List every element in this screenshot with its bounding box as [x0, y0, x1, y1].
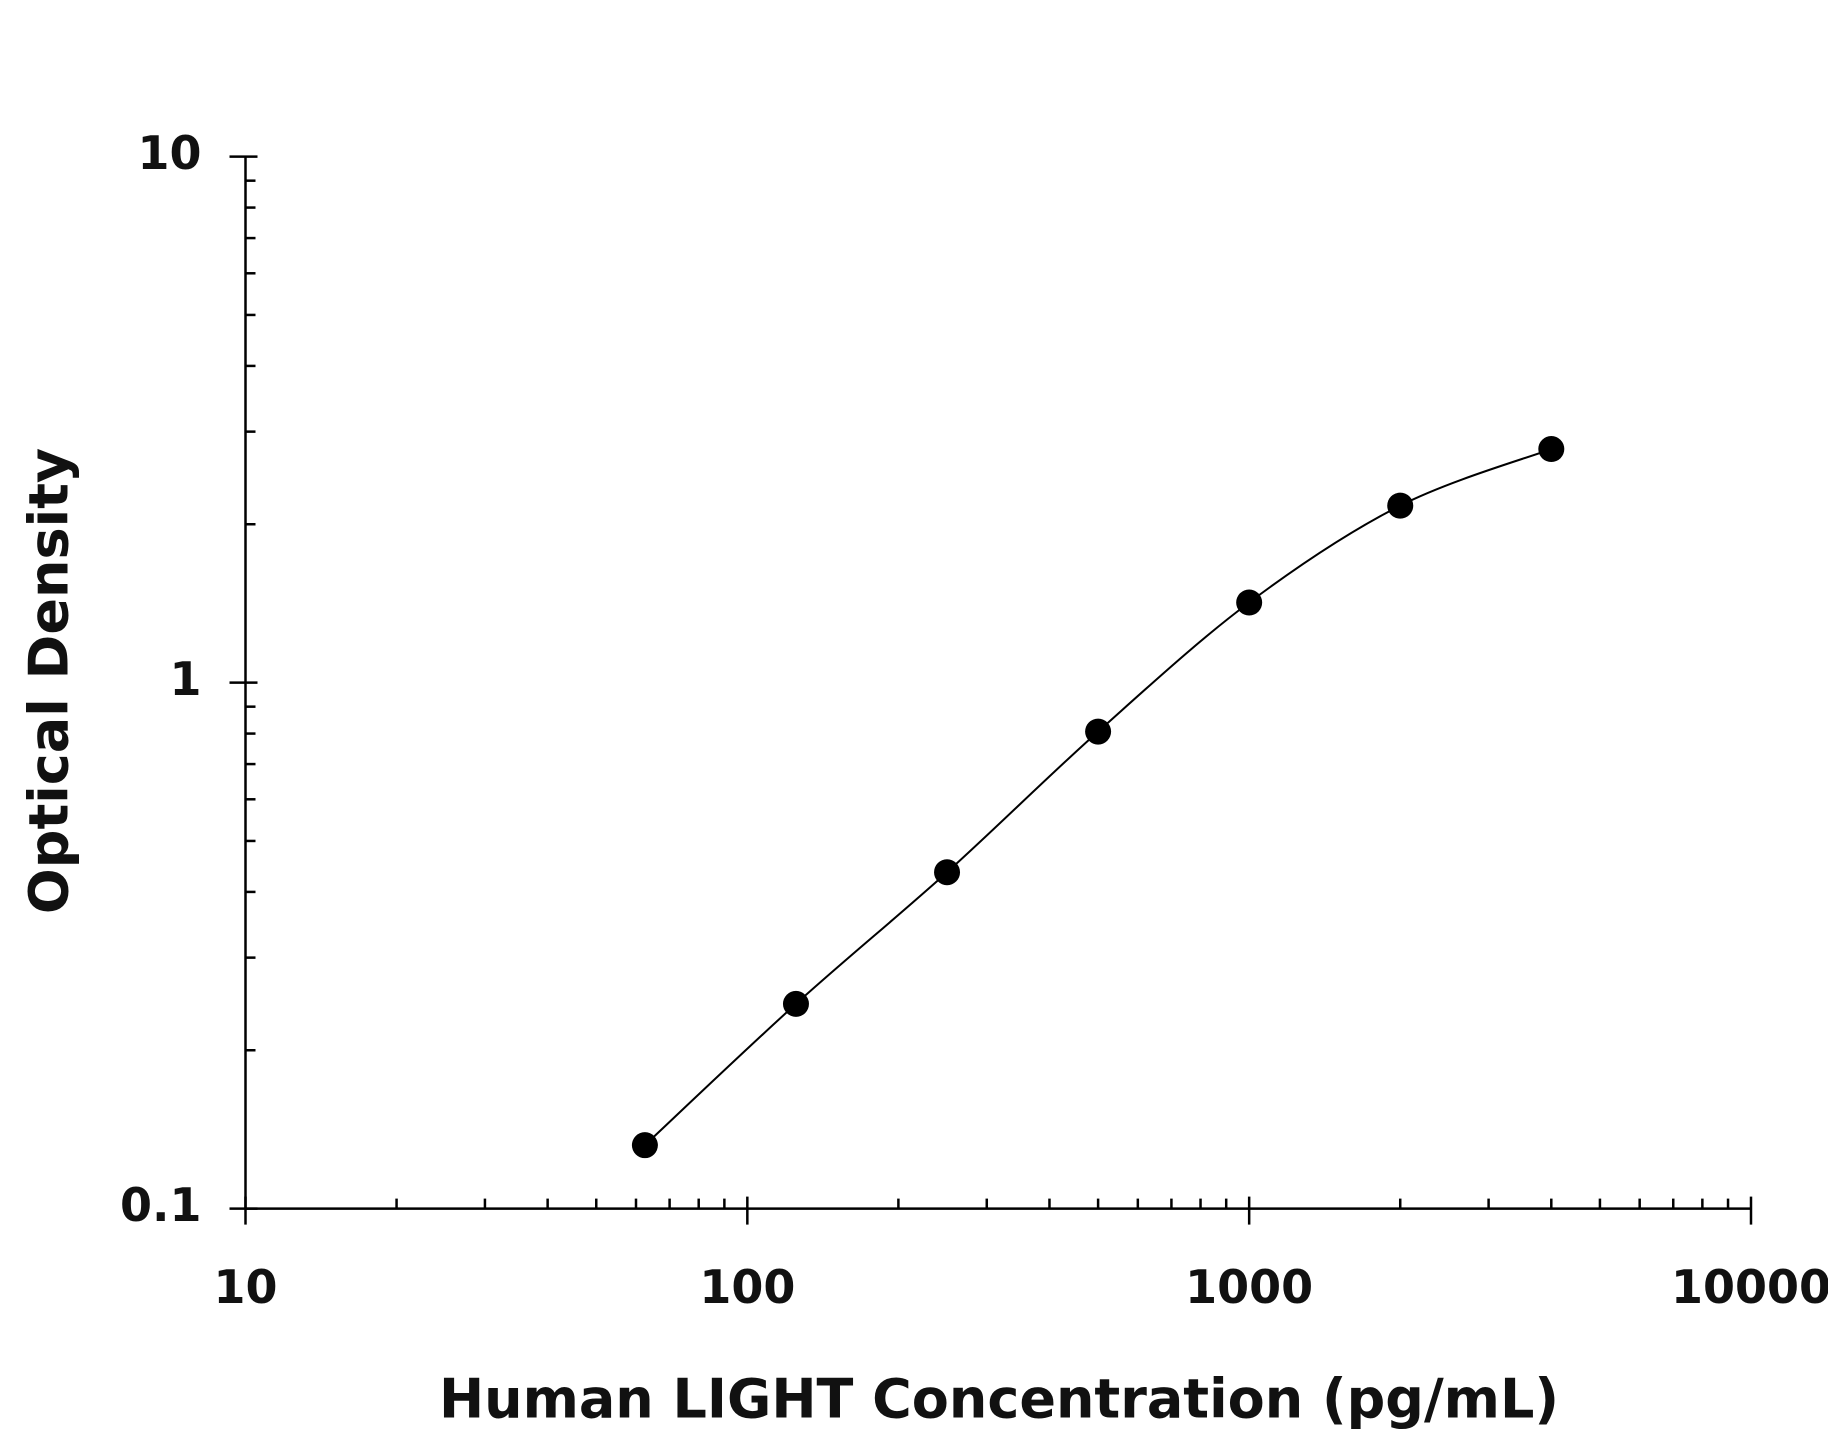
x-tick-label: 10	[213, 1260, 277, 1314]
x-tick-label: 100	[699, 1260, 795, 1314]
data-point	[1387, 492, 1414, 519]
x-tick-label: 1000	[1185, 1260, 1313, 1314]
y-axis-title: Optical Density	[18, 448, 81, 914]
x-axis-title: Human LIGHT Concentration (pg/mL)	[439, 1368, 1559, 1431]
data-point	[1085, 718, 1112, 745]
data-point	[1538, 436, 1565, 463]
data-point	[782, 990, 809, 1017]
data-point	[631, 1132, 658, 1159]
y-tick-label: 10	[137, 126, 201, 180]
data-point	[1236, 589, 1263, 616]
y-tick-label: 0.1	[120, 1178, 202, 1232]
fit-curve	[644, 448, 1552, 1146]
x-tick-label: 10000	[1671, 1260, 1828, 1314]
data-point	[934, 859, 961, 886]
y-tick-label: 1	[169, 652, 201, 706]
